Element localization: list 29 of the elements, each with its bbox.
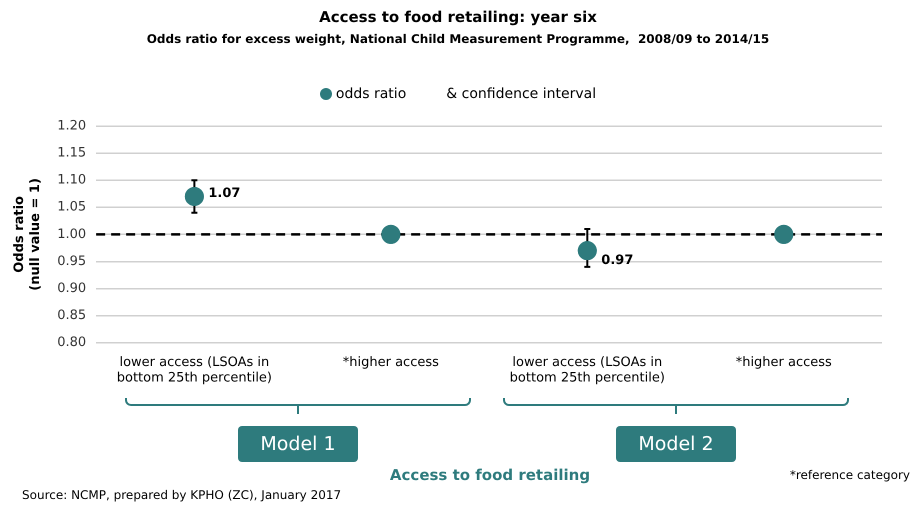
y-tick-label: 0.80 xyxy=(57,335,86,350)
x-tick-label: lower access (LSOAs in bottom 25th percentile) xyxy=(116,354,272,386)
point xyxy=(184,186,204,206)
source-note: Source: NCMP, prepared by KPHO (ZC), January 2017 xyxy=(22,488,342,502)
y-tick-label: 0.95 xyxy=(57,254,86,269)
text: Model 1 xyxy=(238,426,358,462)
y-tick-label: 0.90 xyxy=(57,280,86,296)
x-tick-label: lower access (LSOAs in bottom 25th percentile) xyxy=(510,354,665,386)
point xyxy=(774,224,794,244)
y-tick-label: 1.10 xyxy=(57,172,86,188)
y-tick-label: 0.85 xyxy=(57,308,86,324)
data-label: 0.97 xyxy=(601,253,634,268)
chart-subtitle: Odds ratio for excess weight, National Child Measurement Programme, 2008/09 to 2014/15 xyxy=(146,32,770,46)
text: & confidence interval xyxy=(446,86,596,102)
y-axis-title: Odds ratio (null value = 1) xyxy=(12,178,43,291)
point xyxy=(578,241,597,260)
y-tick-label: 1.15 xyxy=(57,145,86,160)
y-tick-label: 1.20 xyxy=(57,118,86,134)
y-tick-label: 1.00 xyxy=(57,226,86,242)
y-tick-label: 1.05 xyxy=(57,200,86,215)
point xyxy=(381,224,400,244)
data-label: 1.07 xyxy=(208,186,240,201)
x-tick-label: *higher access xyxy=(342,354,440,370)
text: *reference category xyxy=(790,468,910,482)
text: Access to food retailing xyxy=(390,466,590,484)
text: Model 2 xyxy=(616,426,736,462)
legend-label: odds ratio xyxy=(336,86,406,102)
x-tick-label: *higher access xyxy=(736,354,832,370)
chart-title: Access to food retailing: year six xyxy=(318,8,598,26)
